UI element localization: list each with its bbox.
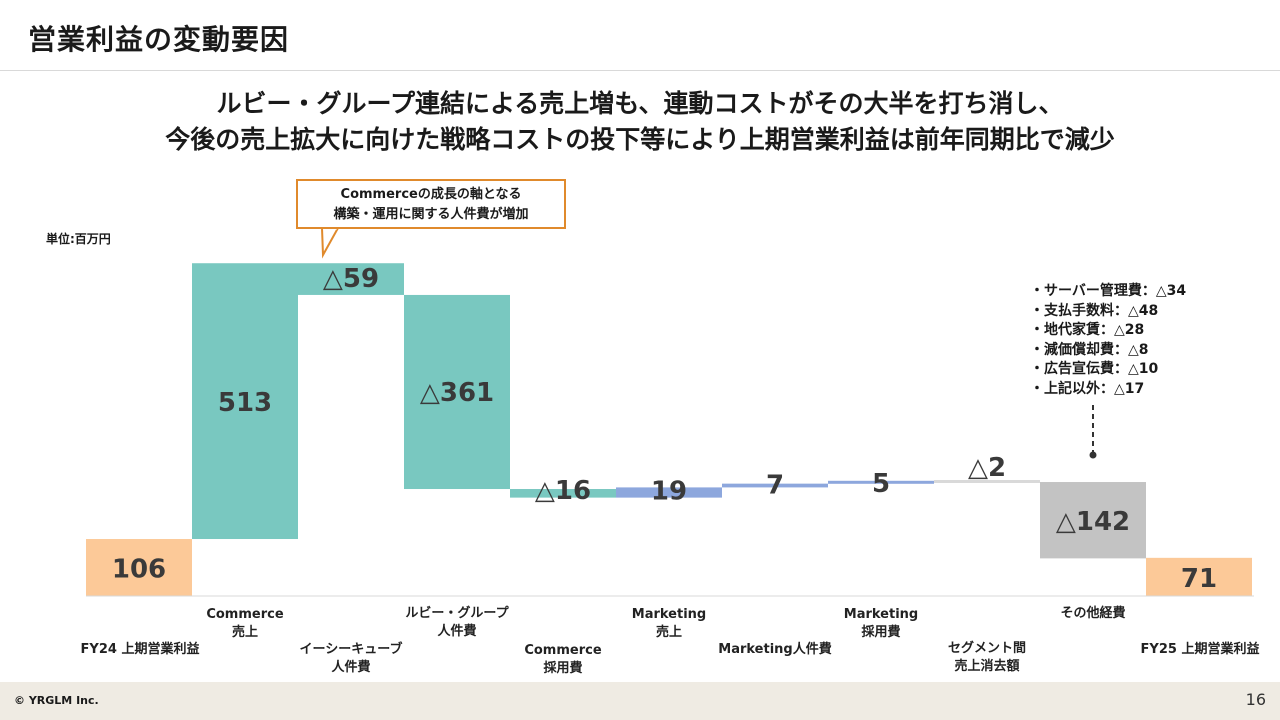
value-label-10: 71 (1181, 564, 1217, 594)
bar-2 (298, 263, 404, 295)
note-item: ・サーバー管理費：△34 (1030, 283, 1187, 299)
note-item: ・上記以外：△17 (1030, 380, 1145, 397)
callout-line-2: 構築・運用に関する人件費が増加 (333, 207, 529, 222)
value-label-5: 19 (651, 476, 687, 506)
category-label-7: Marketing (844, 607, 918, 622)
callout-box: Commerceの成長の軸となる 構築・運用に関する人件費が増加 (296, 179, 566, 229)
category-label-10: FY25 上期営業利益 (1141, 641, 1260, 657)
value-label-0: 106 (112, 555, 166, 585)
category-label-5: 売上 (656, 624, 682, 640)
page-number: 16 (1245, 690, 1266, 709)
bar-4 (510, 489, 616, 498)
value-label-3: △361 (420, 378, 494, 408)
category-label-8: 売上消去額 (954, 658, 1019, 674)
category-label-5: Marketing (632, 607, 706, 622)
headline-line-2: 今後の売上拡大に向けた戦略コストの投下等により上期営業利益は前年同期比で減少 (165, 125, 1115, 154)
value-label-2: △59 (323, 264, 379, 294)
bar-7 (828, 480, 934, 484)
bar-0 (86, 539, 192, 596)
category-label-2: イーシーキューブ (300, 641, 403, 657)
copyright: © YRGLM Inc. (14, 694, 99, 707)
bar-1 (192, 263, 298, 540)
category-labels: FY24 上期営業利益Commerce売上イーシーキューブ人件費ルビー・グループ… (81, 605, 1260, 676)
callout-pointer (320, 226, 340, 259)
note-item: ・支払手数料：△48 (1030, 302, 1159, 319)
note-item: ・減価償却費：△8 (1030, 341, 1149, 358)
bar-5 (616, 487, 722, 498)
bar-6 (722, 483, 828, 488)
category-label-3: ルビー・グループ (405, 605, 509, 621)
value-label-7: 5 (872, 469, 890, 499)
bar-8 (934, 479, 1040, 483)
value-label-9: △142 (1056, 507, 1130, 537)
note-item: ・地代家賃：△28 (1030, 322, 1145, 338)
category-label-2: 人件費 (331, 659, 370, 675)
category-label-4: 採用費 (543, 660, 582, 676)
category-label-9: その他経費 (1060, 605, 1125, 621)
note-item: ・広告宣伝費：△10 (1030, 361, 1159, 377)
category-label-7: 採用費 (861, 624, 900, 640)
chart-bars (86, 263, 1252, 596)
category-label-3: 人件費 (437, 623, 476, 639)
footer-bar: © YRGLM Inc. 16 (0, 682, 1280, 720)
category-label-4: Commerce (524, 643, 601, 658)
value-labels: 106 513 △59 △361 △16 19 7 5 △2 △142 71 (112, 264, 1217, 594)
callout-line-1: Commerceの成長の軸となる (340, 187, 522, 202)
notes-leader (1089, 405, 1097, 459)
value-label-8: △2 (968, 453, 1006, 483)
value-label-6: 7 (766, 471, 784, 501)
other-expenses-notes: ・サーバー管理費：△34 ・支払手数料：△48 ・地代家賃：△28 ・減価償却費… (1030, 282, 1186, 399)
category-label-6: Marketing人件費 (718, 641, 831, 657)
category-label-1: Commerce (206, 607, 283, 622)
category-label-0: FY24 上期営業利益 (81, 641, 200, 657)
value-label-4: △16 (535, 476, 591, 506)
bar-9 (1040, 482, 1146, 559)
headline-line-1: ルビー・グループ連結による売上増も、連動コストがその大半を打ち消し、 (216, 89, 1064, 118)
bar-3 (404, 294, 510, 490)
bar-10 (1146, 557, 1252, 596)
value-label-1: 513 (218, 388, 272, 418)
title-divider (0, 70, 1280, 71)
unit-label: 単位:百万円 (46, 232, 111, 246)
page-title: 営業利益の変動要因 (28, 23, 290, 56)
category-label-8: セグメント間 (948, 640, 1026, 656)
category-label-1: 売上 (232, 624, 258, 640)
